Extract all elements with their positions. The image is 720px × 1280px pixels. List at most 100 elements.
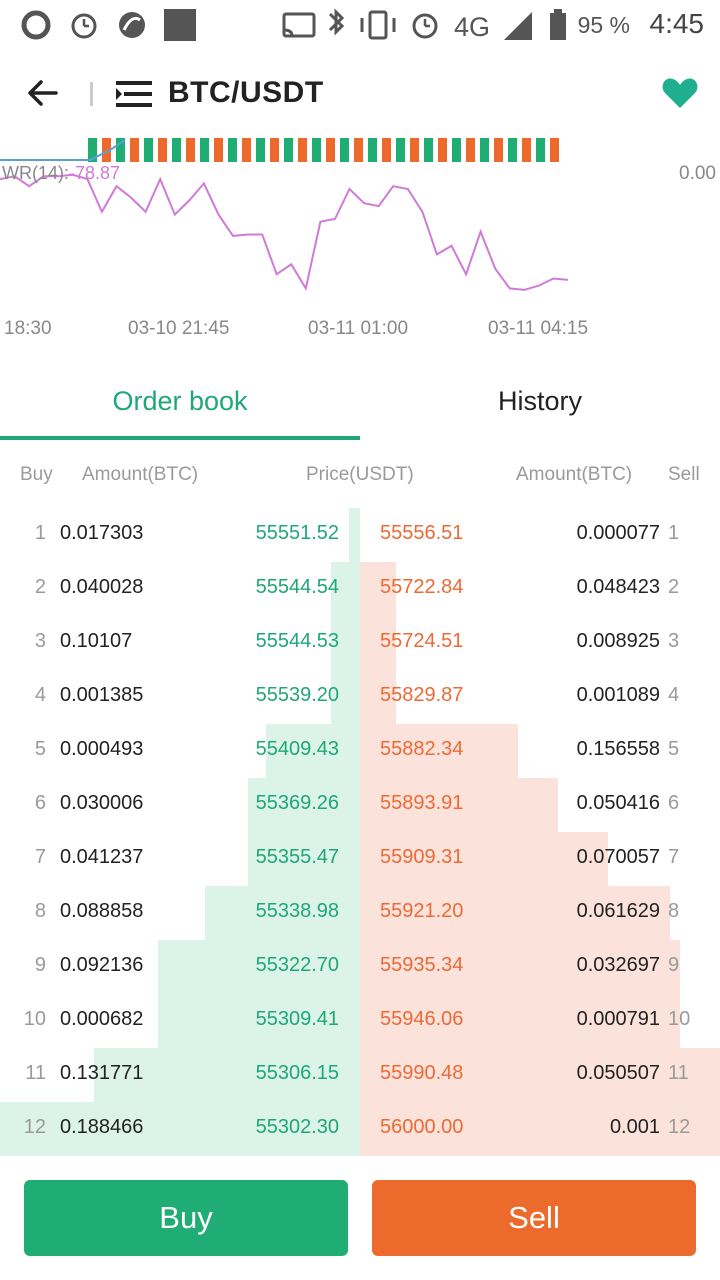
order-book-row[interactable]: 5 0.000493 55409.43 55882.34 0.156558 5 [0,724,720,778]
buy-price[interactable]: 55551.52 [255,522,339,544]
buy-price[interactable]: 55309.41 [255,1008,339,1030]
buy-price[interactable]: 55369.26 [255,792,339,814]
buy-depth-bar [331,616,360,670]
sell-amount: 0.070057 [576,846,660,868]
x-tick-label: 18:30 [4,318,52,339]
sell-price[interactable]: 56000.00 [380,1116,464,1138]
buy-depth-bar [158,940,360,994]
volume-bar [284,138,293,162]
volume-bar [466,138,475,162]
sell-price[interactable]: 55921.20 [380,900,464,922]
volume-bar [172,138,181,162]
sell-price[interactable]: 55556.51 [380,522,464,544]
x-tick-label: 03-11 04:15 [488,318,589,339]
sell-price[interactable]: 55935.34 [380,954,464,976]
volume-bar [368,138,377,162]
volume-bar [312,138,321,162]
sell-price[interactable]: 55909.31 [380,846,464,868]
buy-depth-bar [205,886,360,940]
order-book-row[interactable]: 2 0.040028 55544.54 55722.84 0.048423 2 [0,562,720,616]
buy-amount: 0.10107 [60,630,133,652]
sell-depth-bar [360,886,670,940]
volume-bar [186,138,195,162]
back-arrow-icon[interactable] [26,78,60,108]
order-book-row[interactable]: 1 0.017303 55551.52 55556.51 0.000077 1 [0,508,720,562]
sell-price[interactable]: 55724.51 [380,630,464,652]
tab-order-book[interactable]: Order book [112,386,248,416]
order-book-row[interactable]: 4 0.001385 55539.20 55829.87 0.001089 4 [0,670,720,724]
clock: 4:45 [649,8,705,39]
buy-price[interactable]: 55539.20 [255,684,339,706]
sell-depth-bar [360,778,558,832]
buy-amount: 0.030006 [60,792,144,814]
buy-amount: 0.000493 [60,738,144,760]
pair-title[interactable]: BTC/USDT [168,76,324,109]
order-book-row[interactable]: 8 0.088858 55338.98 55921.20 0.061629 8 [0,886,720,940]
volume-bar [396,138,405,162]
wr-legend: WR(14):-78.87 [2,163,120,184]
buy-depth-bar [158,994,360,1048]
market-list-icon[interactable] [114,78,154,110]
sell-amount: 0.001 [609,1116,660,1138]
sell-row-index: 11 [668,1062,689,1084]
system-icons: 4G [282,8,532,42]
volume-bar [494,138,503,162]
volume-bar [270,138,279,162]
sell-price[interactable]: 55946.06 [380,1008,464,1030]
buy-price[interactable]: 55544.53 [255,630,339,652]
buy-row-index: 9 [34,954,46,976]
col-header-price: Price(USDT) [306,464,414,485]
buy-price[interactable]: 55409.43 [255,738,339,760]
buy-button[interactable]: Buy [24,1180,348,1256]
sell-price[interactable]: 55829.87 [380,684,464,706]
order-book-row[interactable]: 9 0.092136 55322.70 55935.34 0.032697 9 [0,940,720,994]
volume-bar [88,138,97,162]
sell-price[interactable]: 55882.34 [380,738,464,760]
buy-price[interactable]: 55355.47 [255,846,339,868]
order-book-row[interactable]: 12 0.188466 55302.30 56000.00 0.001 12 [0,1102,720,1156]
volume-bar [550,138,559,162]
order-book-row[interactable]: 7 0.041237 55355.47 55909.31 0.070057 7 [0,832,720,886]
buy-depth-bar [266,724,360,778]
volume-bar [116,138,125,162]
sell-price[interactable]: 55893.91 [380,792,464,814]
volume-bar [508,138,517,162]
volume-bar [340,138,349,162]
volume-bar [480,138,489,162]
volume-bar [522,138,531,162]
order-book-row[interactable]: 11 0.131771 55306.15 55990.48 0.050507 11 [0,1048,720,1102]
buy-depth-bar [0,1102,360,1156]
sell-amount: 0.156558 [576,738,660,760]
sell-depth-bar [360,562,396,616]
buy-price[interactable]: 55338.98 [255,900,339,922]
sell-amount: 0.000791 [576,1008,660,1030]
order-book-row[interactable]: 10 0.000682 55309.41 55946.06 0.000791 10 [0,994,720,1048]
order-book-row[interactable]: 6 0.030006 55369.26 55893.91 0.050416 6 [0,778,720,832]
sell-amount: 0.032697 [576,954,660,976]
buy-amount: 0.131771 [60,1062,144,1084]
col-header-sell: Sell [668,464,700,485]
buy-price[interactable]: 55544.54 [255,576,339,598]
order-book-row[interactable]: 3 0.10107 55544.53 55724.51 0.008925 3 [0,616,720,670]
favorite-heart-icon[interactable] [662,76,698,110]
tab-history[interactable]: History [497,386,582,416]
sell-amount: 0.050416 [576,792,660,814]
buy-row-index: 5 [34,738,46,760]
buy-price[interactable]: 55322.70 [255,954,339,976]
sell-row-index: 5 [668,738,680,760]
buy-price[interactable]: 55302.30 [255,1116,339,1138]
sell-price[interactable]: 55722.84 [380,576,464,598]
battery-percent: 95 % [577,12,630,38]
buy-price[interactable]: 55306.15 [255,1062,339,1084]
sell-depth-bar [360,616,396,670]
volume-bars [88,138,559,162]
buy-amount: 0.092136 [60,954,144,976]
sell-depth-bar [360,994,680,1048]
sell-button[interactable]: Sell [372,1180,696,1256]
volume-bar [200,138,209,162]
sell-price[interactable]: 55990.48 [380,1062,464,1084]
sell-row-index: 9 [668,954,680,976]
ma-line [0,139,126,161]
volume-bar [158,138,167,162]
volume-bar [102,138,111,162]
